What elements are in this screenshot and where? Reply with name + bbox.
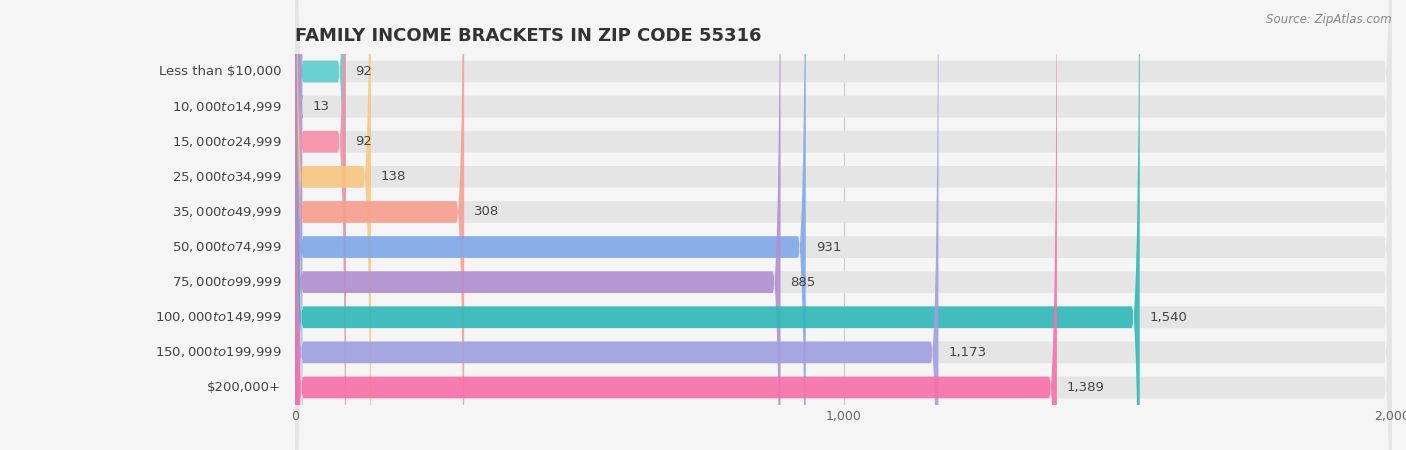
- Text: 1,173: 1,173: [948, 346, 987, 359]
- Text: $35,000 to $49,999: $35,000 to $49,999: [172, 205, 281, 219]
- Text: $150,000 to $199,999: $150,000 to $199,999: [155, 345, 281, 360]
- Text: 1,389: 1,389: [1067, 381, 1105, 394]
- Text: 931: 931: [815, 241, 841, 253]
- FancyBboxPatch shape: [295, 0, 1392, 450]
- FancyBboxPatch shape: [295, 0, 1392, 450]
- Text: Less than $10,000: Less than $10,000: [159, 65, 281, 78]
- FancyBboxPatch shape: [295, 0, 1392, 450]
- FancyBboxPatch shape: [295, 0, 1392, 450]
- Text: FAMILY INCOME BRACKETS IN ZIP CODE 55316: FAMILY INCOME BRACKETS IN ZIP CODE 55316: [295, 27, 762, 45]
- FancyBboxPatch shape: [295, 0, 806, 450]
- FancyBboxPatch shape: [295, 0, 1392, 450]
- Text: 308: 308: [474, 206, 499, 218]
- Text: $200,000+: $200,000+: [207, 381, 281, 394]
- Text: 92: 92: [356, 65, 373, 78]
- FancyBboxPatch shape: [295, 0, 1392, 450]
- FancyBboxPatch shape: [295, 0, 346, 450]
- FancyBboxPatch shape: [295, 0, 371, 450]
- Text: Source: ZipAtlas.com: Source: ZipAtlas.com: [1267, 14, 1392, 27]
- FancyBboxPatch shape: [295, 0, 346, 450]
- Text: 138: 138: [381, 171, 406, 183]
- FancyBboxPatch shape: [295, 0, 1392, 450]
- FancyBboxPatch shape: [295, 0, 1392, 450]
- FancyBboxPatch shape: [295, 0, 1392, 450]
- FancyBboxPatch shape: [295, 0, 1392, 450]
- Text: $100,000 to $149,999: $100,000 to $149,999: [155, 310, 281, 324]
- Text: $50,000 to $74,999: $50,000 to $74,999: [172, 240, 281, 254]
- Text: 13: 13: [312, 100, 329, 113]
- Text: $75,000 to $99,999: $75,000 to $99,999: [172, 275, 281, 289]
- Text: 885: 885: [790, 276, 815, 288]
- FancyBboxPatch shape: [295, 0, 1140, 450]
- Text: $10,000 to $14,999: $10,000 to $14,999: [172, 99, 281, 114]
- FancyBboxPatch shape: [295, 0, 1057, 450]
- FancyBboxPatch shape: [295, 0, 938, 450]
- Text: 92: 92: [356, 135, 373, 148]
- FancyBboxPatch shape: [294, 0, 304, 450]
- FancyBboxPatch shape: [295, 0, 464, 450]
- FancyBboxPatch shape: [295, 0, 780, 450]
- Text: $25,000 to $34,999: $25,000 to $34,999: [172, 170, 281, 184]
- Text: $15,000 to $24,999: $15,000 to $24,999: [172, 135, 281, 149]
- Text: 1,540: 1,540: [1150, 311, 1188, 324]
